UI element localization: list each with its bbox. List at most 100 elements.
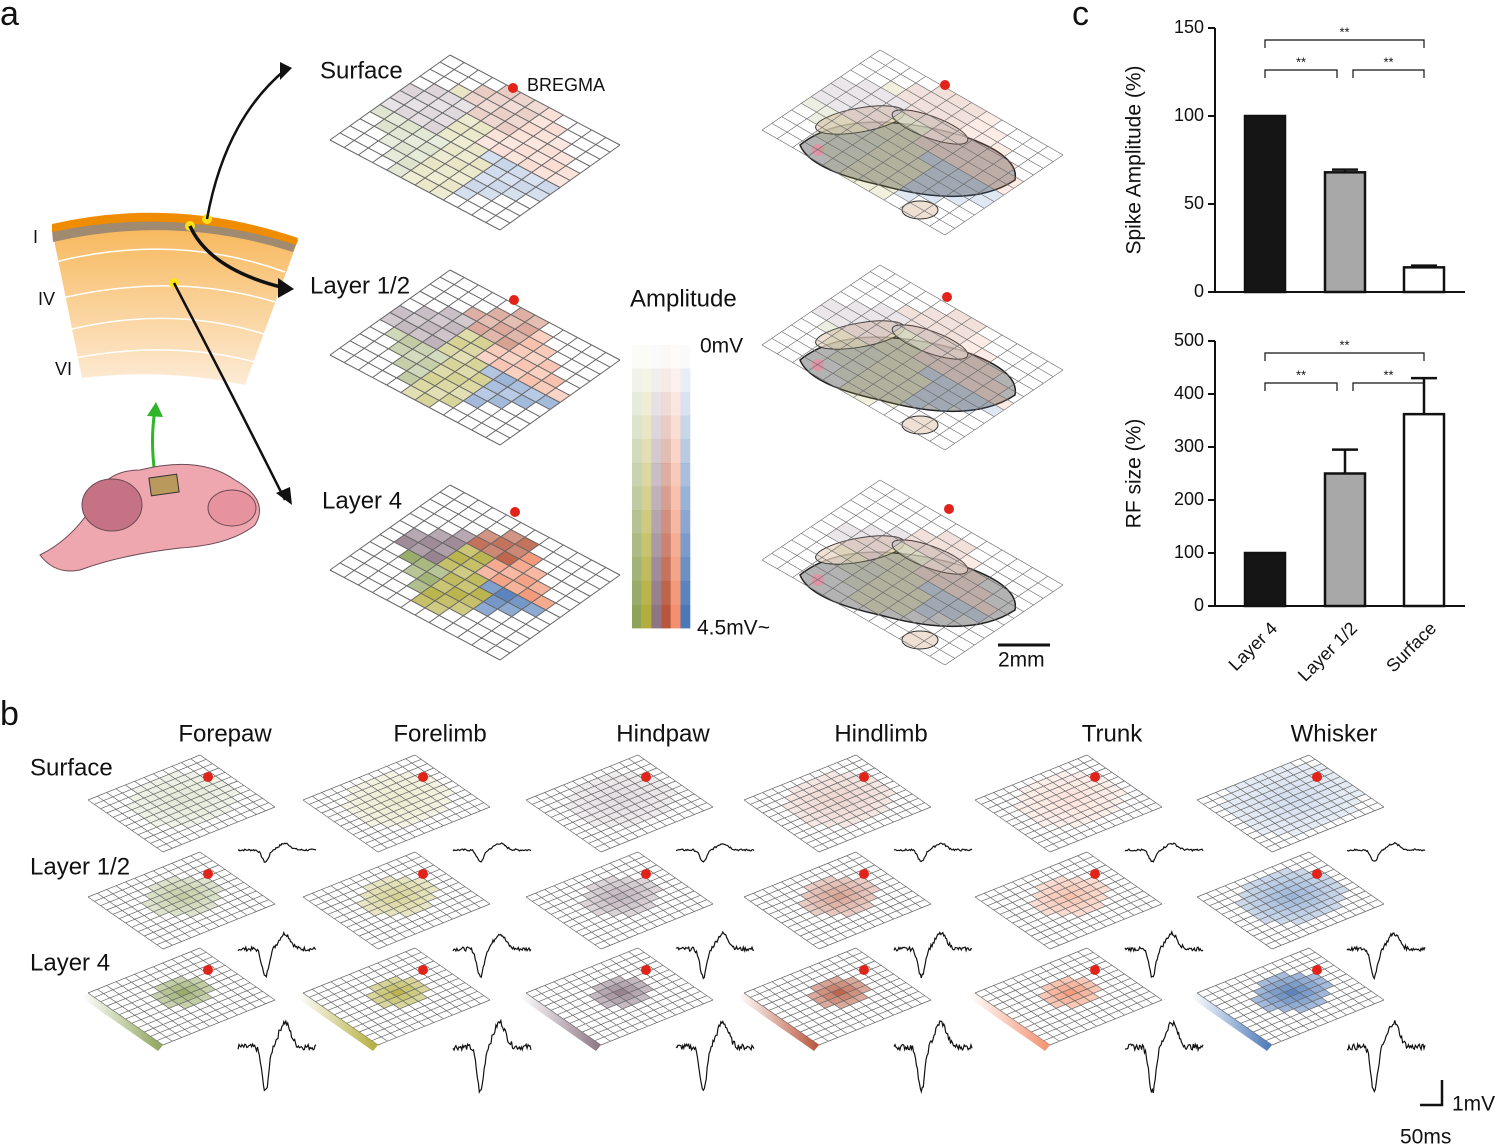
grid-cell [826,98,852,115]
colorbar-cell [632,392,642,416]
grid-cell [390,90,415,105]
grid-lines [329,269,621,446]
significance-bracket [1264,382,1338,391]
grid-cell [525,187,550,202]
grid-lines [743,851,932,950]
grid-cell [384,327,409,342]
bregma-dot [1090,869,1100,879]
grid-cell [947,346,973,362]
grid-cell [404,312,429,328]
grid-cell [901,320,927,336]
grid-cell [499,350,524,366]
grid-cell [967,332,993,349]
grid-cell [425,600,450,616]
grid-cell [948,168,974,185]
grid-cell [951,539,977,555]
grid-lines [329,54,621,231]
grid-cell [826,313,852,330]
grid-cell [841,322,867,338]
grid-cell [511,394,536,410]
grid-lines [1196,851,1385,950]
grid-cell [527,365,552,381]
grid-cell [831,329,857,345]
grid-cell [398,334,423,350]
colorbar-cell [651,581,662,605]
trace [452,933,532,979]
grid-cell [507,595,532,610]
grid-cell [510,307,535,323]
grid-cell [475,135,500,150]
grid-cell [430,364,455,379]
grid-cell [517,157,542,173]
grid-cell [886,526,912,542]
grid-cell [816,105,842,121]
grid-cell [871,302,897,318]
grid-cell [445,586,470,602]
colorbar-cell [670,486,681,511]
grid-cell [951,324,977,340]
grid-cell [867,577,893,593]
grid-cell [400,385,425,400]
significance-label: ** [1383,367,1393,382]
bregma-dot [418,869,428,879]
grid-cell [400,83,425,98]
grid-cell [861,524,887,540]
grid-cell [446,120,471,135]
grid-cell [827,351,853,367]
significance-bracket [1264,69,1338,78]
error-bar [1332,168,1358,173]
colorbar-cell [670,345,681,369]
trace [893,842,973,863]
colorbar-cell [680,439,691,464]
grid-cell [380,97,405,113]
grid-cell [428,313,453,328]
grid-cell [848,160,874,176]
grid-cell [533,344,558,359]
y-tick-label: 500 [1174,330,1204,350]
grid-cell [425,170,450,186]
grid-cell [465,572,490,588]
grid-cell [495,121,520,136]
grid-lines [87,947,276,1046]
grid-cell [487,394,512,409]
grid-cell [435,163,460,179]
grid-cell [993,157,1019,173]
grid-cell [400,170,425,185]
colorbar-cell [651,557,662,582]
bregma-dot [859,869,869,879]
grid-cell [842,145,868,161]
x-tick-label: Surface [1382,618,1440,676]
grid-cell [483,379,508,395]
electrode-grid [761,49,1064,236]
grid-cell [521,172,546,188]
grid-cell [477,186,502,201]
grid-cell [962,570,988,586]
grid-cell [932,337,958,353]
significance-bracket [1352,69,1425,78]
grid-cell [456,113,481,128]
grid-cell [973,385,999,402]
trace [452,1018,532,1094]
grid-cell [841,537,867,553]
grid-cell [473,386,498,402]
colorbar-cell [661,439,671,464]
grid-cell [418,105,443,120]
grid-cell [415,392,440,408]
grid-cell [856,116,882,132]
electrode-grid [525,947,714,1046]
grid-cell [486,307,511,322]
electrode-grid [1196,754,1385,853]
grid-cell [908,157,934,174]
colorbar-cell [632,345,642,369]
y-tick-label: 0 [1194,595,1204,615]
grid-cell [862,346,888,363]
grid-cell [374,119,399,134]
grid-cell [503,365,528,380]
colorbar-cell [651,439,662,464]
grid-lines [329,484,621,661]
bar [1323,171,1367,294]
grid-cell [456,543,481,558]
grid-cell [510,92,535,108]
grid-cell [822,120,848,137]
grid-cell [903,180,929,196]
